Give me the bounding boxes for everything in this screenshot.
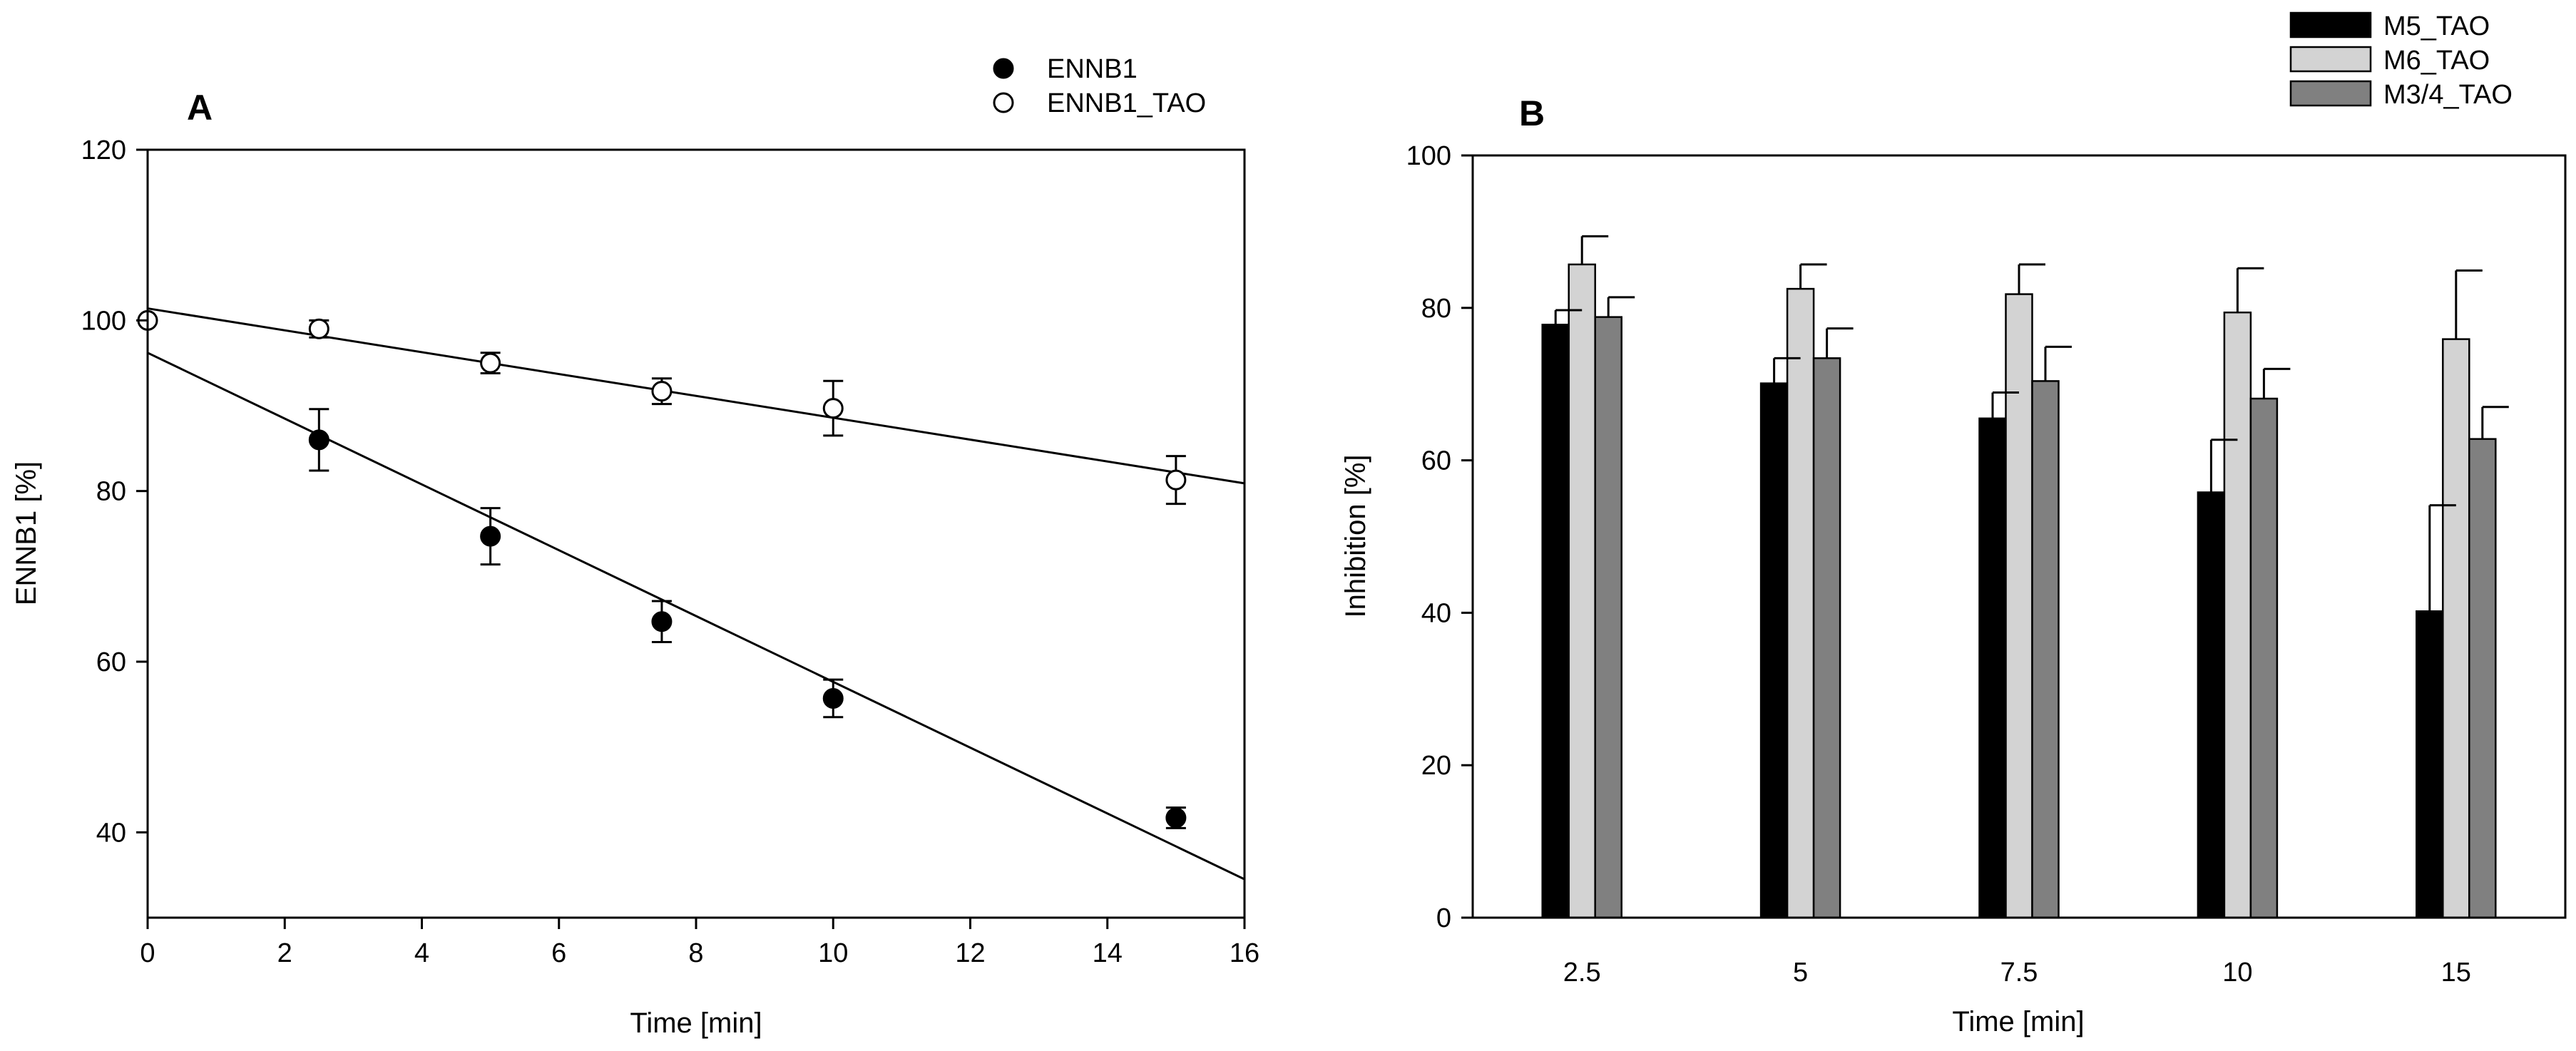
x-tick-label: 5 — [1793, 958, 1808, 988]
x-tick-label: 16 — [1230, 938, 1259, 968]
legend-marker-ennb1-tao — [993, 92, 1014, 113]
x-tick-label: 14 — [1093, 938, 1123, 968]
data-point-ennb1-tao — [1165, 469, 1187, 491]
y-tick-label: 60 — [1421, 446, 1451, 476]
fit-line-ennb1-tao — [147, 307, 1245, 485]
panel-b-y-axis-title: Inhibition [%] — [1340, 454, 1371, 617]
y-tick-label: 100 — [1406, 141, 1451, 171]
x-tick-label: 6 — [551, 938, 566, 968]
data-point-ennb1-tao — [822, 398, 844, 419]
panel-a-legend: ENNB1 ENNB1_TAO — [993, 54, 1206, 118]
panel-a-fit-lines — [147, 307, 1245, 881]
panel-b-letter: B — [1519, 93, 1545, 133]
panel-a-y-axis-title: ENNB1 [%] — [11, 461, 42, 605]
panel-a-x-axis-title: Time [min] — [630, 1008, 762, 1039]
bar-m3-4-tao — [1812, 357, 1841, 919]
panel-b-bars — [1541, 263, 2497, 919]
panel-b-y-ticks: 0 20 40 60 80 100 — [1406, 141, 1473, 933]
data-point-ennb1 — [651, 611, 673, 632]
x-tick-label: 0 — [140, 938, 155, 968]
panel-a-x-ticks: 0 2 4 6 8 10 12 14 16 — [140, 918, 1259, 968]
panel-a-points — [137, 309, 1187, 829]
panel-b-legend: M5_TAO M6_TAO M3/4_TAO — [2289, 11, 2513, 110]
data-point-ennb1-tao — [308, 318, 329, 339]
data-point-ennb1 — [822, 687, 844, 709]
legend-label-ennb1: ENNB1 — [1047, 54, 1138, 84]
panel-a-letter: A — [187, 88, 213, 128]
x-tick-label: 15 — [2441, 958, 2471, 988]
x-tick-label: 4 — [414, 938, 429, 968]
legend-label-m6-tao: M6_TAO — [2383, 46, 2490, 76]
bar-m6-tao — [1568, 263, 1596, 919]
y-tick-label: 60 — [96, 647, 126, 677]
x-tick-label: 2.5 — [1563, 958, 1601, 988]
data-point-ennb1 — [480, 526, 501, 547]
bar-m6-tao — [2005, 293, 2033, 919]
data-point-ennb1 — [308, 429, 329, 451]
y-tick-label: 40 — [96, 818, 126, 848]
bar-m6-tao — [2442, 338, 2470, 919]
bar-m5-tao — [2197, 491, 2226, 919]
legend-swatch-m5-tao — [2289, 11, 2372, 39]
bar-m3-4-tao — [2468, 438, 2497, 919]
y-tick-label: 100 — [81, 306, 126, 336]
x-tick-label: 12 — [955, 938, 985, 968]
x-tick-label: 8 — [688, 938, 703, 968]
legend-swatch-m6-tao — [2289, 46, 2372, 73]
y-tick-label: 80 — [1421, 294, 1451, 324]
panel-b: B 2.5 5 7.5 10 15 0 20 40 60 80 100 Time [min] In… — [1340, 11, 2567, 1037]
bar-m3-4-tao — [2031, 380, 2060, 919]
bar-m5-tao — [2416, 610, 2444, 919]
legend-label-m5-tao: M5_TAO — [2383, 11, 2490, 41]
y-tick-label: 120 — [81, 135, 126, 165]
bar-m6-tao — [1786, 287, 1815, 919]
y-tick-label: 20 — [1421, 751, 1451, 781]
legend-swatch-m3-4-tao — [2289, 80, 2372, 107]
y-tick-label: 80 — [96, 477, 126, 507]
bar-m3-4-tao — [2249, 397, 2279, 919]
bar-m6-tao — [2223, 311, 2252, 919]
x-tick-label: 2 — [277, 938, 292, 968]
y-tick-label: 0 — [1436, 903, 1451, 933]
bar-m5-tao — [1541, 324, 1570, 919]
x-tick-label: 10 — [818, 938, 848, 968]
bar-m3-4-tao — [1594, 316, 1622, 919]
legend-label-ennb1-tao: ENNB1_TAO — [1047, 88, 1206, 118]
data-point-ennb1 — [1165, 807, 1187, 829]
panel-b-plot-frame — [1471, 154, 2567, 919]
legend-marker-ennb1 — [993, 58, 1014, 79]
panel-b-error-bars — [1554, 235, 2509, 612]
bar-m5-tao — [1978, 417, 2007, 919]
legend-label-m3-4-tao: M3/4_TAO — [2383, 80, 2513, 110]
panel-a-y-ticks: 40 60 80 100 120 — [81, 135, 148, 848]
bar-m5-tao — [1759, 382, 1789, 919]
fit-line-ennb1 — [147, 352, 1245, 881]
y-tick-label: 40 — [1421, 598, 1451, 628]
data-point-ennb1-tao — [480, 352, 501, 374]
panel-b-x-axis-title: Time [min] — [1952, 1006, 2084, 1037]
x-tick-label: 10 — [2222, 958, 2252, 988]
x-tick-label: 7.5 — [2000, 958, 2038, 988]
panel-b-x-ticks: 2.5 5 7.5 10 15 — [1563, 958, 2471, 988]
data-point-ennb1-tao — [651, 381, 673, 402]
